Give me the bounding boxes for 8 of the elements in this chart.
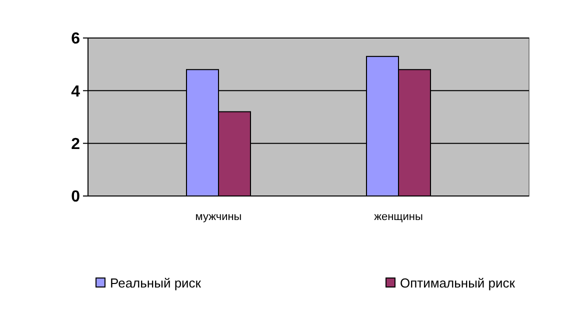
y-tick-label: 2: [71, 136, 80, 153]
y-tick-label: 4: [71, 83, 80, 100]
legend-label: Оптимальный риск: [400, 276, 516, 291]
x-tick-label: женщины: [374, 211, 423, 223]
y-tick-label: 0: [71, 188, 80, 206]
legend-label: Реальный риск: [110, 276, 202, 291]
x-tick-label: мужчины: [195, 211, 242, 223]
y-tick-label: 6: [71, 30, 80, 48]
